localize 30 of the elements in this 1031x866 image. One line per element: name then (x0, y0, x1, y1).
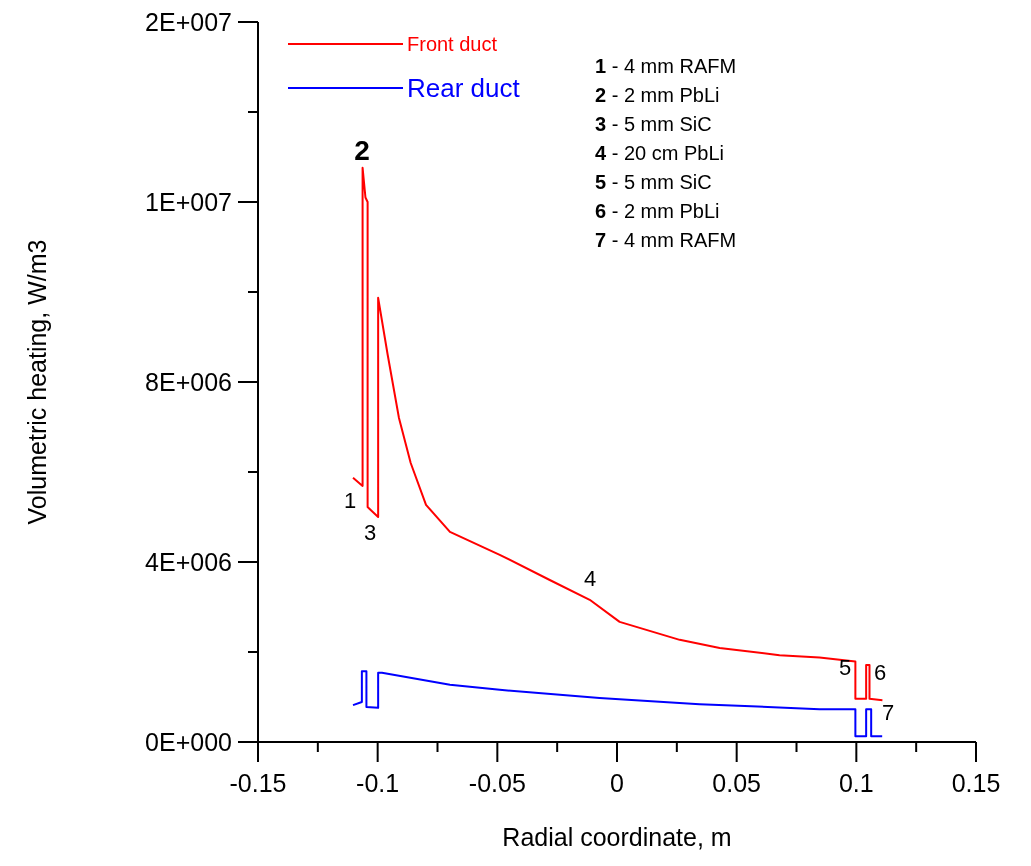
annotation: 1 - 4 mm RAFM (595, 55, 737, 77)
annotation: 6 - 2 mm PbLi (595, 200, 720, 222)
annotation: 7 - 4 mm RAFM (595, 229, 737, 251)
legend-label: Rear duct (407, 73, 521, 104)
text: Front duct (407, 33, 498, 55)
x-tick-label: -0.15 (229, 769, 287, 797)
annotation: 4 (583, 565, 597, 591)
x-tick-label: -0.05 (468, 769, 526, 797)
x-axis-title: Radial coordinate, m (502, 823, 732, 851)
x-tick-label: 0.15 (951, 769, 1001, 797)
y-tick-label: 1E+007 (145, 187, 232, 216)
x-tick-label: 0 (610, 769, 624, 797)
annotation: 7 (881, 699, 895, 725)
x-tick-label: 0.05 (712, 769, 761, 797)
annotation: 3 (363, 519, 377, 545)
annotation: 2 (354, 134, 370, 166)
y-axis-title: Volumetric heating, W/m3 (23, 239, 51, 525)
annotation: 5 - 5 mm SiC (595, 171, 712, 193)
annotation: 6 (873, 659, 887, 685)
annotation: 4 - 20 cm PbLi (595, 142, 724, 164)
y-tick-label: 0E+000 (145, 727, 232, 756)
annotation: 2 - 2 mm PbLi (595, 84, 720, 106)
x-tick-label: -0.1 (356, 769, 400, 797)
x-tick-label: 0.1 (838, 769, 874, 797)
annotation: 3 - 5 mm SiC (595, 113, 712, 135)
annotation: 1 (343, 487, 357, 513)
y-tick-label: 2E+007 (145, 7, 232, 36)
y-tick-label: 4E+006 (145, 547, 232, 576)
y-tick-label: 8E+006 (145, 367, 232, 396)
annotation: 5 (838, 654, 852, 680)
